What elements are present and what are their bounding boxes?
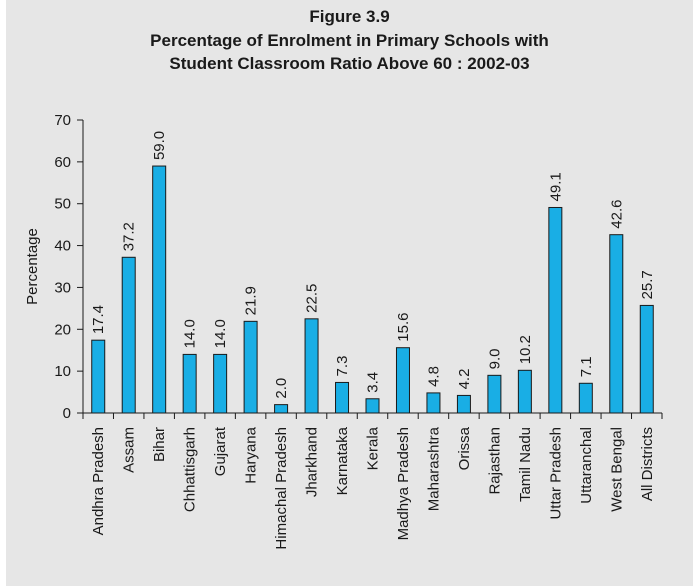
figure-number: Figure 3.9 — [309, 7, 390, 26]
category-label: Uttaranchal — [578, 427, 595, 504]
data-label: 10.2 — [517, 335, 534, 364]
category-label: Uttar Pradesh — [547, 427, 564, 520]
bar — [304, 318, 319, 414]
data-label: 21.9 — [243, 286, 260, 315]
category-label: Haryana — [243, 426, 260, 483]
bar — [121, 256, 136, 414]
data-label: 17.4 — [90, 305, 107, 334]
data-label: 14.0 — [182, 319, 199, 348]
data-label: 9.0 — [486, 348, 503, 369]
category-label: All Districts — [639, 427, 656, 501]
category-label: Assam — [121, 427, 138, 473]
y-tick-label: 0 — [63, 405, 71, 422]
category-label: Bihar — [151, 427, 168, 462]
bar — [213, 353, 228, 414]
data-label: 3.4 — [365, 372, 382, 393]
chart-background — [6, 0, 693, 586]
bar — [456, 394, 471, 414]
category-label: Orissa — [456, 426, 473, 470]
data-label: 22.5 — [304, 284, 321, 313]
data-label: 15.6 — [395, 312, 412, 341]
data-label: 42.6 — [608, 199, 625, 228]
bar — [182, 353, 197, 414]
data-label: 25.7 — [639, 270, 656, 299]
bar — [152, 165, 167, 414]
data-label: 59.0 — [151, 131, 168, 160]
bar — [395, 347, 410, 414]
bar — [426, 392, 441, 414]
bar — [578, 382, 593, 414]
bar — [548, 206, 563, 414]
y-tick-label: 40 — [54, 238, 71, 255]
data-label: 14.0 — [212, 319, 229, 348]
bar — [639, 304, 654, 414]
category-label: Gujarat — [212, 426, 229, 476]
bar — [243, 320, 258, 414]
data-label: 4.2 — [456, 369, 473, 390]
bar — [517, 369, 532, 414]
bar — [609, 234, 624, 414]
chart-title-line-1: Percentage of Enrolment in Primary Schoo… — [150, 31, 549, 50]
y-tick-label: 70 — [54, 112, 71, 129]
y-tick-label: 50 — [54, 196, 71, 213]
category-label: Karnataka — [334, 426, 351, 495]
data-label: 49.1 — [547, 172, 564, 201]
data-label: 7.3 — [334, 356, 351, 377]
bar — [365, 398, 380, 414]
y-tick-label: 30 — [54, 279, 71, 296]
bar — [487, 374, 502, 414]
category-label: Chhattisgarh — [182, 427, 199, 512]
category-label: West Bengal — [608, 427, 625, 512]
category-label: Himachal Pradesh — [273, 427, 290, 550]
y-axis-label: Percentage — [24, 228, 41, 305]
category-label: Madhya Pradesh — [395, 427, 412, 540]
bar — [91, 339, 106, 414]
data-label: 37.2 — [121, 222, 138, 251]
category-label: Tamil Nadu — [517, 427, 534, 502]
y-tick-label: 10 — [54, 363, 71, 380]
bar — [274, 404, 289, 414]
chart-title-line-2: Student Classroom Ratio Above 60 : 2002-… — [169, 54, 530, 73]
category-label: Jharkhand — [304, 427, 321, 497]
y-tick-label: 20 — [54, 321, 71, 338]
category-label: Kerala — [365, 426, 382, 470]
data-label: 4.8 — [425, 366, 442, 387]
category-label: Andhra Pradesh — [90, 427, 107, 535]
bar — [335, 381, 350, 414]
category-label: Maharashtra — [425, 426, 442, 511]
data-label: 2.0 — [273, 378, 290, 399]
category-label: Rajasthan — [486, 427, 503, 495]
y-tick-label: 60 — [54, 154, 71, 171]
data-label: 7.1 — [578, 356, 595, 377]
